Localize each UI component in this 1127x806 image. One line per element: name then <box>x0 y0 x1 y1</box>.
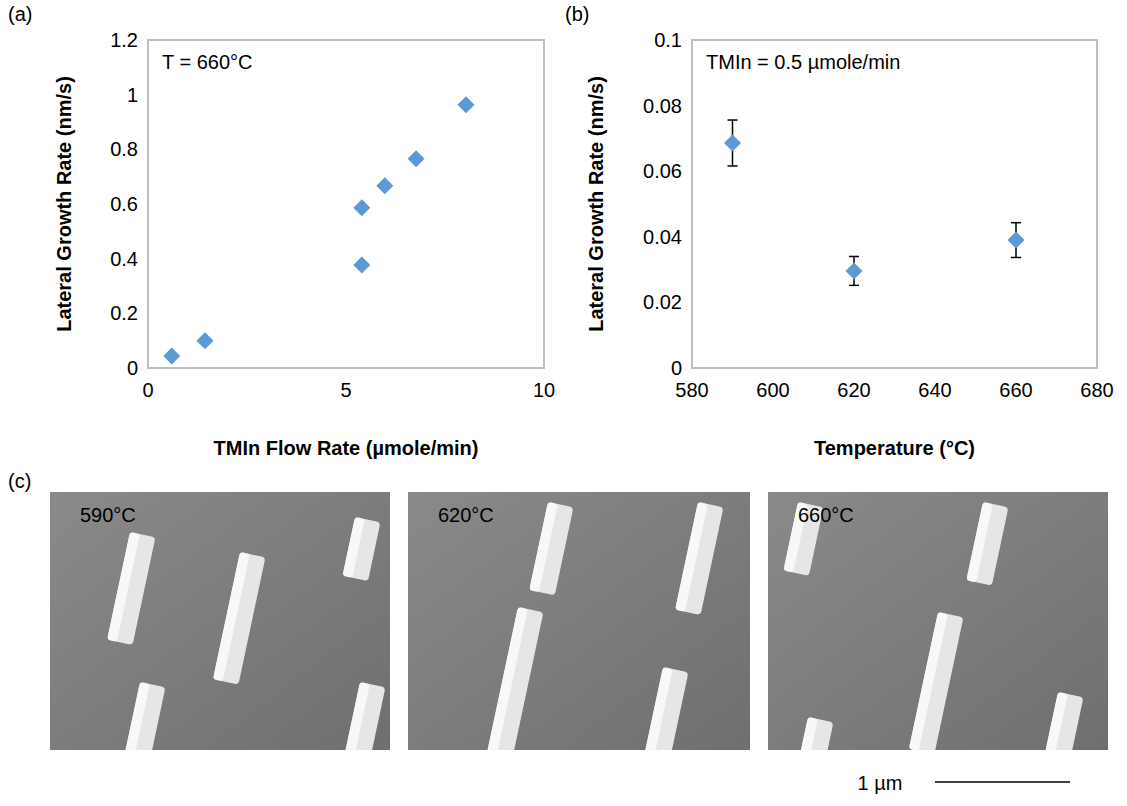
svg-text:Lateral Growth Rate (nm/s): Lateral Growth Rate (nm/s) <box>53 76 75 332</box>
svg-text:Temperature (°C): Temperature (°C) <box>814 437 975 459</box>
svg-text:0.8: 0.8 <box>110 138 138 160</box>
svg-text:1 µm: 1 µm <box>858 772 903 794</box>
svg-text:660: 660 <box>999 379 1032 401</box>
svg-text:0.2: 0.2 <box>110 302 138 324</box>
svg-text:0.6: 0.6 <box>110 193 138 215</box>
svg-text:(b): (b) <box>565 3 589 25</box>
svg-text:0: 0 <box>142 379 153 401</box>
svg-text:1: 1 <box>127 84 138 106</box>
svg-text:0.1: 0.1 <box>654 29 682 51</box>
svg-text:590°C: 590°C <box>80 504 136 526</box>
svg-text:620: 620 <box>837 379 870 401</box>
svg-text:0: 0 <box>671 357 682 379</box>
svg-text:680: 680 <box>1080 379 1113 401</box>
svg-text:0.4: 0.4 <box>110 248 138 270</box>
svg-text:5: 5 <box>340 379 351 401</box>
svg-text:(a): (a) <box>8 3 32 25</box>
svg-text:600: 600 <box>756 379 789 401</box>
svg-text:0.08: 0.08 <box>643 95 682 117</box>
svg-text:620°C: 620°C <box>438 504 494 526</box>
svg-text:TMIn Flow Rate (µmole/min): TMIn Flow Rate (µmole/min) <box>214 437 479 459</box>
svg-text:Lateral Growth Rate (nm/s): Lateral Growth Rate (nm/s) <box>585 76 607 332</box>
svg-text:0.06: 0.06 <box>643 160 682 182</box>
svg-text:0.02: 0.02 <box>643 291 682 313</box>
svg-text:10: 10 <box>533 379 555 401</box>
svg-text:580: 580 <box>675 379 708 401</box>
svg-text:660°C: 660°C <box>798 504 854 526</box>
svg-text:TMIn = 0.5 µmole/min: TMIn = 0.5 µmole/min <box>706 51 900 73</box>
svg-text:(c): (c) <box>8 470 31 492</box>
svg-text:0: 0 <box>127 357 138 379</box>
svg-text:0.04: 0.04 <box>643 226 682 248</box>
svg-text:640: 640 <box>918 379 951 401</box>
svg-text:T = 660°C: T = 660°C <box>162 51 252 73</box>
svg-text:1.2: 1.2 <box>110 29 138 51</box>
